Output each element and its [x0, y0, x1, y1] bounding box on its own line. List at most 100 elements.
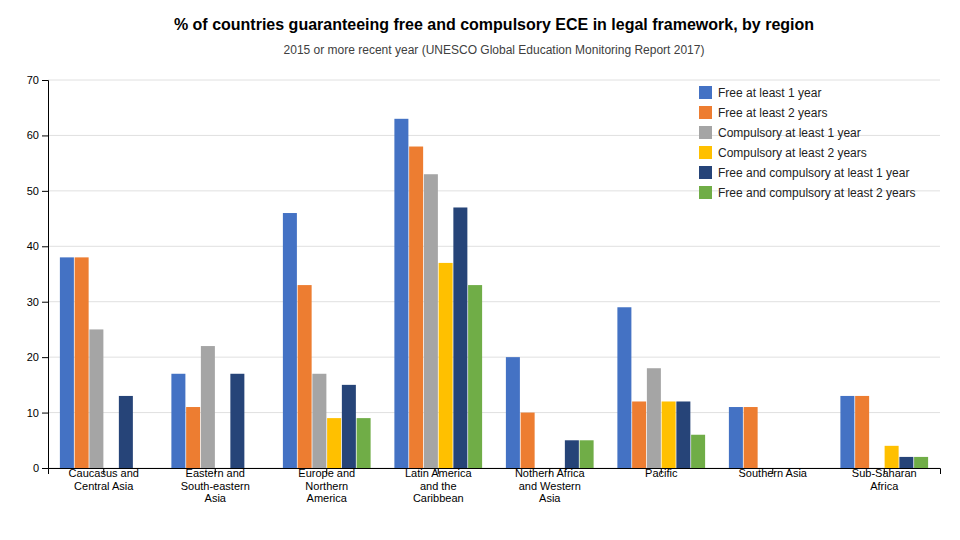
axis-line	[42, 81, 49, 469]
bar	[744, 407, 758, 468]
tick: Eastern andSouth-easternAsia	[181, 467, 250, 504]
tick: 40	[27, 240, 48, 252]
bar	[230, 374, 244, 468]
tick-label: 30	[27, 296, 39, 308]
bar	[312, 374, 326, 468]
bars	[60, 119, 928, 468]
bar	[245, 468, 259, 469]
tick-label: Nothern Africaand WesternAsia	[515, 467, 586, 504]
legend-swatch	[699, 106, 712, 119]
bar	[171, 374, 185, 468]
bar	[676, 401, 690, 468]
tick: 20	[27, 351, 48, 363]
legend-swatch	[699, 186, 712, 199]
grid-line	[48, 357, 940, 358]
bar	[439, 263, 453, 468]
tick: 50	[27, 185, 48, 197]
tick-label: 20	[27, 351, 39, 363]
tick: Southern Asia	[739, 467, 808, 479]
bar	[201, 346, 215, 468]
legend-swatch	[699, 166, 712, 179]
legend-label: Compulsory at least 1 year	[718, 126, 861, 140]
tick-label-line: Africa	[870, 480, 899, 492]
subtitle: 2015 or more recent year (UNESCO Global …	[284, 43, 705, 57]
bar	[885, 446, 899, 468]
bar-series	[357, 285, 929, 468]
tick: 70	[27, 74, 48, 86]
bar	[357, 418, 371, 468]
tick: 30	[27, 296, 48, 308]
tick-mark	[42, 80, 48, 81]
tick-mark	[42, 135, 48, 136]
bar-series	[89, 174, 661, 468]
bar	[409, 147, 423, 468]
legend-label: Free at least 1 year	[718, 86, 821, 100]
grid-line	[48, 246, 940, 247]
bar	[565, 440, 579, 468]
tick-mark	[42, 357, 48, 358]
grid	[48, 80, 940, 468]
bar	[424, 174, 438, 468]
tick: 10	[27, 407, 48, 419]
tick-label-line: Caribbean	[413, 492, 464, 504]
tick: Europe andNorthernAmerica	[298, 467, 355, 504]
tick-label: Pacific	[645, 467, 678, 479]
bar	[60, 257, 74, 468]
tick-label: Europe andNorthernAmerica	[298, 467, 355, 504]
bar	[580, 440, 594, 468]
bar	[647, 368, 661, 468]
tick-label: 0	[33, 462, 39, 474]
tick-label-line: Asia	[205, 492, 227, 504]
legend-item: Free at least 2 years	[699, 106, 827, 120]
bar	[855, 396, 869, 468]
tick-label: 50	[27, 185, 39, 197]
plot: 010203040506070Caucasus andCentral AsiaE…	[27, 74, 941, 504]
x-axis: Caucasus andCentral AsiaEastern andSouth…	[49, 467, 941, 504]
grid-line	[48, 80, 940, 81]
tick-label-line: Eastern and	[186, 467, 245, 479]
tick-label: Eastern andSouth-easternAsia	[181, 467, 250, 504]
legend-label: Free and compulsory at least 2 years	[718, 186, 915, 200]
tick-label-line: Europe and	[298, 467, 355, 479]
tick-label-line: Southern Asia	[739, 467, 808, 479]
tick-mark	[42, 191, 48, 192]
tick-mark	[42, 413, 48, 414]
bar	[729, 407, 743, 468]
bar	[662, 401, 676, 468]
bar	[840, 396, 854, 468]
bar	[617, 307, 631, 468]
legend-label: Compulsory at least 2 years	[718, 146, 867, 160]
bar	[521, 413, 535, 468]
tick: Nothern Africaand WesternAsia	[515, 467, 586, 504]
legend-item: Compulsory at least 1 year	[699, 126, 861, 140]
bar	[298, 285, 312, 468]
bar	[89, 329, 103, 468]
tick-label-line: Nothern Africa	[515, 467, 586, 479]
tick: Sub-SaharanAfrica	[852, 467, 917, 492]
legend-swatch	[699, 126, 712, 139]
tick-mark	[42, 302, 48, 303]
tick-label-line: Asia	[539, 492, 561, 504]
tick: 60	[27, 129, 48, 141]
tick: Pacific	[645, 467, 678, 479]
bar	[468, 285, 482, 468]
y-axis: 0 10 20 30 40 50 60 70	[27, 74, 49, 474]
legend-item: Free and compulsory at least 1 year	[699, 166, 909, 180]
tick-label-line: Sub-Saharan	[852, 467, 917, 479]
bar-series	[119, 207, 914, 468]
legend-label: Free at least 2 years	[718, 106, 827, 120]
bar	[453, 207, 467, 468]
bar	[394, 119, 408, 468]
tick: Latin Americaand theCaribbean	[405, 467, 473, 504]
title: % of countries guaranteeing free and com…	[174, 16, 814, 33]
tick-label: Sub-SaharanAfrica	[852, 467, 917, 492]
bar	[283, 213, 297, 468]
chart: % of countries guaranteeing free and com…	[0, 0, 960, 540]
tick-label: Southern Asia	[739, 467, 808, 479]
bar	[632, 401, 646, 468]
legend-swatch	[699, 146, 712, 159]
legend-item: Free at least 1 year	[699, 86, 821, 100]
bar	[506, 357, 520, 468]
tick-label-line: Caucasus and	[69, 467, 139, 479]
bar	[327, 418, 341, 468]
